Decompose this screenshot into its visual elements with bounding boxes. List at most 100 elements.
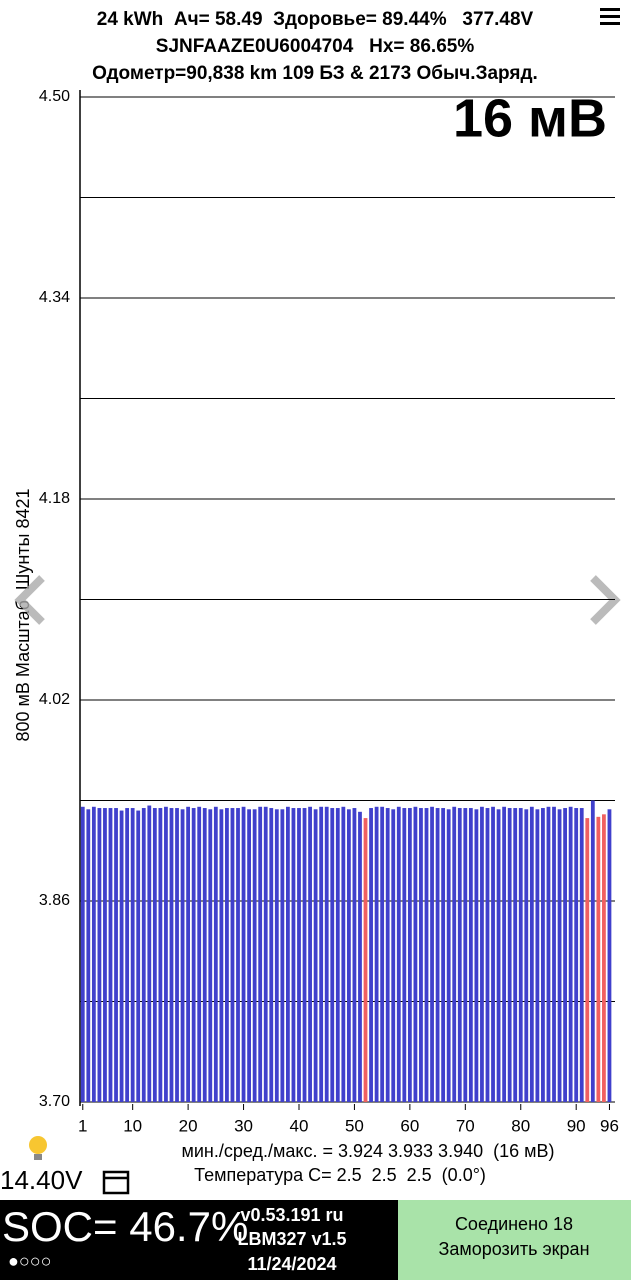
x-tick-label: 90: [567, 1116, 586, 1135]
bar: [208, 809, 213, 1102]
stats: мин./сред./макс. = 3.924 3.933 3.940 (16…: [181, 1141, 554, 1161]
temperature: Температура С= 2.5 2.5 2.5 (0.0°): [194, 1165, 486, 1185]
bar: [225, 808, 229, 1102]
bar: [308, 806, 312, 1102]
bar: [369, 808, 373, 1102]
calendar-icon[interactable]: [102, 1170, 130, 1195]
bar: [568, 806, 573, 1102]
freeze-label[interactable]: Заморозить экран: [438, 1239, 589, 1259]
bar: [252, 809, 257, 1102]
bar: [86, 809, 91, 1102]
bar: [579, 808, 584, 1102]
prev-arrow[interactable]: [14, 575, 45, 625]
y-tick-label: 4.50: [39, 88, 70, 105]
bar: [590, 800, 595, 1102]
bar: [136, 810, 141, 1102]
bar: [496, 809, 501, 1102]
bar: [352, 808, 357, 1102]
bar: [363, 818, 368, 1102]
bar: [269, 808, 274, 1102]
bar: [346, 809, 351, 1102]
bar: [324, 806, 329, 1102]
bar: [119, 810, 124, 1102]
bar: [219, 809, 224, 1102]
x-tick-label: 20: [179, 1116, 198, 1135]
bar: [103, 808, 107, 1102]
bar: [563, 808, 568, 1102]
bar: [424, 808, 429, 1102]
bar: [114, 808, 118, 1102]
bar: [302, 808, 307, 1102]
bar: [186, 806, 191, 1102]
bar: [91, 806, 96, 1102]
ecu-version: LBM327 v1.5: [237, 1229, 346, 1249]
bulb-icon[interactable]: [29, 1136, 47, 1160]
bar: [280, 809, 285, 1102]
aux-voltage: 14.40V: [0, 1165, 83, 1195]
bar: [574, 808, 579, 1102]
bar: [358, 811, 362, 1102]
header-line: 24 kWh Ач= 58.49 Здоровье= 89.44% 377.48…: [97, 9, 534, 30]
bar: [396, 806, 401, 1102]
bar: [291, 808, 296, 1102]
bar: [202, 808, 207, 1102]
y-axis-label: 800 мВ Масштаб Шунты 8421: [13, 488, 33, 741]
menu-icon[interactable]: [600, 8, 620, 25]
bar: [430, 806, 434, 1102]
bar: [141, 808, 146, 1102]
freeze-button[interactable]: [398, 1200, 631, 1280]
bar: [407, 808, 412, 1102]
soc: SOC= 46.7%: [2, 1203, 248, 1250]
bar: [485, 808, 490, 1102]
bar: [97, 808, 102, 1102]
bar: [152, 808, 157, 1102]
bar: [335, 808, 340, 1102]
bar: [557, 809, 562, 1102]
bar: [474, 809, 479, 1102]
header-line: SJNFAAZE0U6004704 Hx= 86.65%: [156, 36, 475, 57]
bar: [391, 809, 396, 1102]
bar: [241, 806, 246, 1102]
bar: [108, 808, 113, 1102]
date: 11/24/2024: [247, 1254, 336, 1274]
bar: [258, 806, 263, 1102]
bar: [164, 806, 168, 1102]
bar: [380, 806, 385, 1102]
bar: [507, 808, 512, 1102]
bar: [419, 808, 423, 1102]
bar: [175, 808, 179, 1102]
x-tick-label: 30: [234, 1116, 253, 1135]
bar: [169, 808, 174, 1102]
bar: [247, 809, 251, 1102]
bar: [180, 809, 185, 1102]
bar: [191, 808, 196, 1102]
bar: [147, 805, 152, 1102]
bar: [213, 806, 218, 1102]
bar: [341, 806, 346, 1102]
bar: [313, 809, 318, 1102]
bar: [518, 808, 523, 1102]
bar: [452, 806, 457, 1102]
bar: [468, 808, 473, 1102]
bar: [130, 808, 135, 1102]
bar: [602, 814, 606, 1102]
bar: [529, 806, 534, 1102]
y-tick-label: 4.02: [39, 691, 70, 708]
bar: [413, 806, 418, 1102]
bar: [236, 808, 240, 1102]
y-tick-label: 4.18: [39, 490, 70, 507]
bar: [197, 806, 202, 1102]
bar: [286, 806, 290, 1102]
bar: [402, 808, 407, 1102]
bar: [435, 808, 440, 1102]
bar: [385, 808, 390, 1102]
bar: [480, 806, 484, 1102]
bar: [513, 808, 518, 1102]
bar: [491, 806, 495, 1102]
x-tick-label: 50: [345, 1116, 364, 1135]
version: v0.53.191 ru: [240, 1205, 343, 1225]
bar: [374, 806, 379, 1102]
y-tick-label: 4.34: [39, 289, 70, 306]
